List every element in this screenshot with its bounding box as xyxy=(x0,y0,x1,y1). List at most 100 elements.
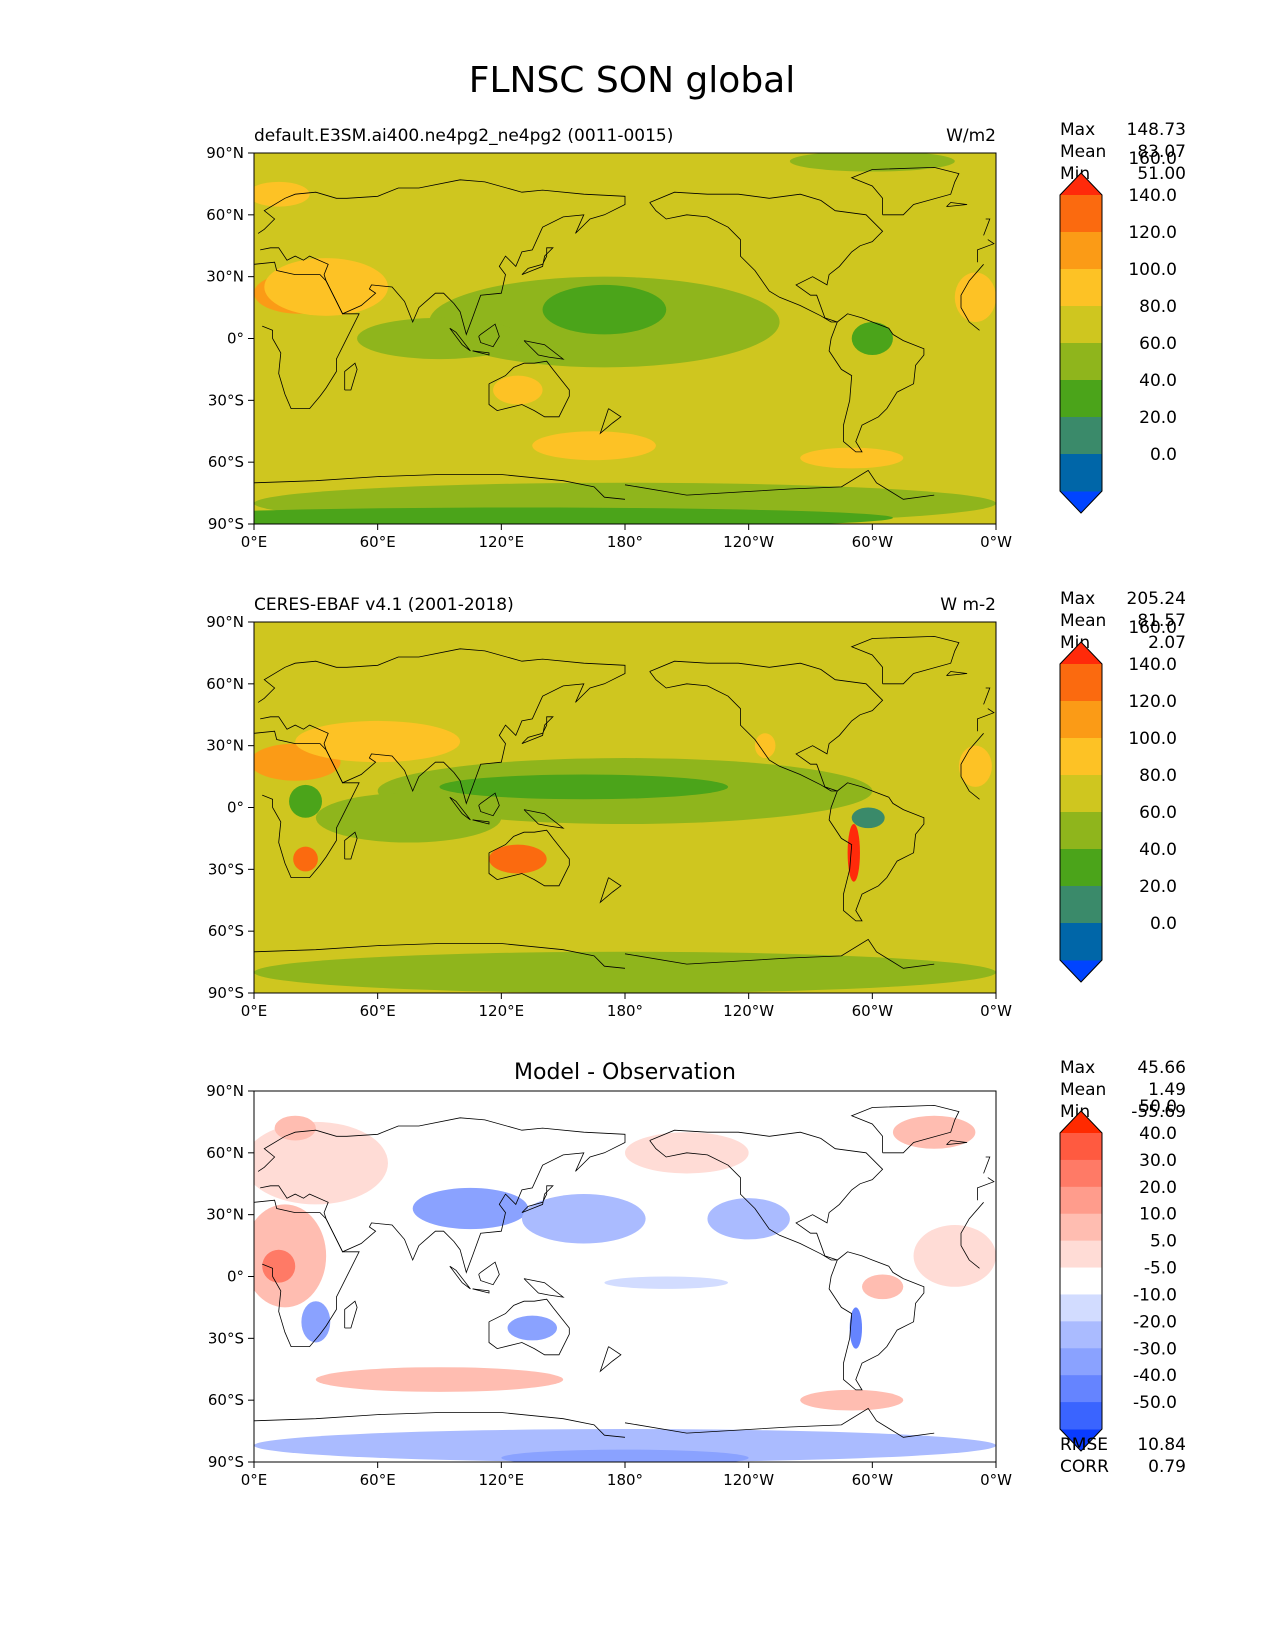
stat-label: Max xyxy=(1060,589,1095,609)
map-field xyxy=(254,1091,996,1462)
field-contour xyxy=(254,507,893,524)
lon-tick-label: 120°E xyxy=(479,1002,525,1020)
lon-tick-label: 60°W xyxy=(852,1471,894,1489)
colorbar-segment xyxy=(1060,812,1102,850)
colorbar-tick-label: 30.0 xyxy=(1139,1151,1177,1171)
field-contour xyxy=(274,1115,316,1141)
field-contour xyxy=(754,733,776,759)
coastline xyxy=(344,831,358,860)
colorbar-max-extend xyxy=(1060,1111,1102,1133)
field-contour xyxy=(707,1198,790,1240)
panel-units: W m-2 xyxy=(940,595,996,615)
colorbar-min-extend xyxy=(1060,1429,1102,1451)
stat-value: 0.79 xyxy=(1148,1457,1186,1477)
colorbar-segment xyxy=(1060,1213,1102,1242)
colorbar-tick-label: 0.0 xyxy=(1150,914,1177,934)
coastline xyxy=(946,202,968,207)
colorbar-tick-label: 140.0 xyxy=(1128,186,1177,206)
stat-label: Mean xyxy=(1060,142,1106,162)
coastline xyxy=(521,1185,554,1213)
field-contour xyxy=(493,375,543,405)
field-contour xyxy=(954,272,996,323)
coastline xyxy=(850,635,960,685)
field-contour xyxy=(800,1389,904,1411)
colorbar-tick-label: 20.0 xyxy=(1139,408,1177,428)
panel-left-title: default.E3SM.ai400.ne4pg2_ne4pg2 (0011-0… xyxy=(254,126,673,146)
colorbar-tick-label: 80.0 xyxy=(1139,766,1177,786)
colorbar-segment xyxy=(1060,701,1102,739)
colorbar-segment xyxy=(1060,1321,1102,1349)
lat-tick-label: 0° xyxy=(227,1268,244,1286)
lon-tick-label: 120°E xyxy=(479,1471,525,1489)
colorbar-segment xyxy=(1060,886,1102,924)
coastline xyxy=(983,687,991,705)
coastline xyxy=(523,809,565,829)
lon-tick-label: 0°E xyxy=(241,1471,268,1489)
coastline xyxy=(946,671,968,676)
colorbar-segment xyxy=(1060,738,1102,776)
field-contour xyxy=(851,807,885,829)
lat-tick-label: 90°N xyxy=(206,613,244,631)
coastline xyxy=(254,469,935,500)
field-contour xyxy=(262,1249,296,1283)
colorbar-tick-label: 10.0 xyxy=(1139,1205,1177,1225)
lon-tick-label: 120°W xyxy=(723,1471,774,1489)
lat-tick-label: 30°S xyxy=(208,1329,244,1347)
colorbar-segment xyxy=(1060,1375,1102,1403)
lat-tick-label: 90°S xyxy=(208,1453,244,1471)
colorbar-segment xyxy=(1060,1294,1102,1322)
field-contour xyxy=(800,447,904,469)
lon-tick-label: 180° xyxy=(607,1002,643,1020)
colorbar-tick-label: 20.0 xyxy=(1139,1178,1177,1198)
stat-label: Mean xyxy=(1060,1080,1106,1100)
lat-tick-label: 60°S xyxy=(208,1391,244,1409)
stat-value: 205.24 xyxy=(1127,589,1186,609)
lon-tick-label: 180° xyxy=(607,1471,643,1489)
colorbar-tick-label: -5.0 xyxy=(1144,1259,1177,1279)
coastline xyxy=(472,819,490,825)
field-contour xyxy=(254,181,310,207)
coastline xyxy=(850,1104,960,1154)
coastline xyxy=(523,1278,565,1298)
lon-tick-label: 0°W xyxy=(980,1002,1012,1020)
coastline xyxy=(344,362,358,391)
lat-tick-label: 30°N xyxy=(206,268,244,286)
stat-value: 148.73 xyxy=(1127,120,1186,140)
lat-tick-label: 90°N xyxy=(206,1082,244,1100)
field-contour xyxy=(849,1307,863,1349)
colorbar-tick-label: 100.0 xyxy=(1128,729,1177,749)
colorbar-tick-label: 5.0 xyxy=(1150,1232,1177,1252)
field-contour xyxy=(439,774,729,800)
field-contour xyxy=(295,720,461,763)
lon-tick-label: 60°E xyxy=(360,533,396,551)
colorbar-tick-label: 80.0 xyxy=(1139,297,1177,317)
colorbar-tick-label: 120.0 xyxy=(1128,223,1177,243)
stat-value: 1.49 xyxy=(1148,1080,1186,1100)
colorbar-max-extend xyxy=(1060,642,1102,664)
field-contour xyxy=(289,784,323,818)
lat-tick-label: 30°N xyxy=(206,737,244,755)
coastline xyxy=(257,179,995,336)
colorbar-segment xyxy=(1060,380,1102,418)
coastlines xyxy=(254,166,995,500)
lon-tick-label: 120°W xyxy=(723,533,774,551)
lon-tick-label: 60°E xyxy=(360,1002,396,1020)
coastline xyxy=(254,938,935,969)
lon-tick-label: 120°W xyxy=(723,1002,774,1020)
colorbar-min-extend xyxy=(1060,960,1102,982)
map-field xyxy=(254,622,996,993)
field-contour xyxy=(315,1367,564,1392)
field-contour xyxy=(958,745,992,787)
coastline xyxy=(828,782,925,922)
colorbar-segment xyxy=(1060,1267,1102,1295)
panel-units: W/m2 xyxy=(946,126,996,146)
colorbar-tick-label: 160.0 xyxy=(1128,149,1177,169)
coastline xyxy=(472,1288,490,1294)
field-contour xyxy=(357,317,522,360)
colorbar: 0.0 20.0 40.0 60.0 80.0 100.0 120.0 140.0 160.0 xyxy=(1059,618,1177,983)
panel-center-title: Model - Observation xyxy=(514,1060,736,1085)
field-contour xyxy=(847,823,860,882)
coastline xyxy=(649,191,884,323)
field-contour xyxy=(604,1276,729,1289)
